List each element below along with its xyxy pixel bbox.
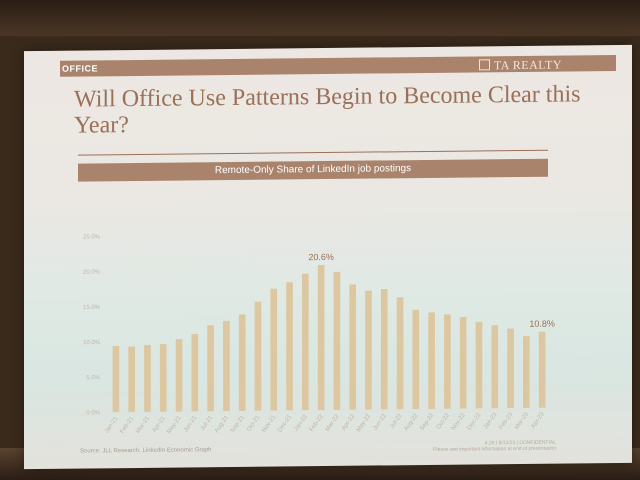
y-tick-label: 25.0%: [83, 234, 101, 240]
bar-Aug-22: [412, 309, 420, 410]
bar-Jul-21: [207, 325, 214, 412]
x-tick-label: Jun-22: [372, 413, 388, 432]
source-note: Source: JLL Research, LinkedIn Economic …: [80, 447, 212, 455]
y-tick-label: 10.0%: [83, 340, 101, 346]
brand-name: TA REALTY: [493, 57, 562, 73]
bar-Nov-22: [459, 317, 467, 409]
x-tick-label: May-21: [166, 415, 183, 435]
bar-Jun-22: [380, 288, 388, 410]
y-tick-label: 0.0%: [86, 410, 100, 416]
presentation-slide: OFFICE TA REALTY Will Office Use Pattern…: [24, 44, 632, 470]
x-tick-label: Feb-23: [498, 411, 514, 431]
bar-Jul-22: [396, 297, 404, 410]
x-tick-label: Jan-23: [483, 411, 499, 430]
bar-Oct-21: [254, 301, 262, 411]
footer-note: #.28 | 8/13/23 | CONFIDENTIAL Please see…: [433, 440, 556, 453]
title-rule: [78, 149, 548, 156]
bar-Mar-21: [144, 344, 151, 412]
bar-Apr-22: [349, 284, 356, 410]
x-tick-label: Jan-22: [294, 413, 310, 432]
bar-Sep-21: [238, 314, 246, 411]
bar-Feb-22: [317, 265, 325, 411]
bar-Nov-21: [270, 288, 278, 411]
bar-Feb-23: [507, 328, 514, 409]
data-label: 20.6%: [308, 252, 334, 262]
bar-Jan-22: [302, 273, 309, 411]
background-top: [0, 0, 640, 36]
brand-square-icon: [478, 59, 490, 71]
y-tick-label: 20.0%: [83, 270, 101, 276]
x-tick-label: Aug-21: [214, 414, 230, 434]
bar-chart: 0.0% 5.0% 10.0% 15.0% 20.0% 25.0% Jan-21 Feb-21…: [83, 234, 555, 435]
x-tick-label: Mar-23: [514, 411, 530, 431]
x-tick-label: Jul-21: [200, 414, 215, 431]
y-tick-label: 5.0%: [86, 375, 100, 381]
slide-title: Will Office Use Patterns Begin to Become…: [74, 81, 581, 139]
x-tick-label: Jun-21: [183, 415, 199, 434]
bar-Apr-21: [159, 344, 167, 412]
x-tick-label: Feb-22: [309, 413, 325, 433]
x-tick-label: Aug-22: [403, 412, 419, 432]
footer-line-2: Please see important information at end …: [433, 445, 556, 453]
x-tick-label: Apr-23: [530, 411, 546, 430]
bar-Aug-21: [223, 320, 230, 412]
bar-Jun-21: [191, 333, 199, 412]
x-tick-label: Jan-21: [104, 415, 120, 434]
x-tick-label: Dec-22: [467, 412, 483, 432]
bar-Jan-21: [112, 346, 120, 413]
x-tick-label: Sep-22: [419, 412, 435, 432]
data-label: 10.8%: [529, 319, 555, 329]
bar-May-22: [365, 290, 372, 410]
x-tick-label: Apr-22: [341, 413, 357, 432]
x-tick-label: Oct-21: [246, 414, 262, 433]
x-tick-label: Feb-21: [119, 415, 135, 435]
bar-Oct-22: [444, 314, 451, 409]
bar-Jan-23: [491, 325, 499, 409]
x-tick-label: Nov-21: [261, 414, 277, 434]
bar-Dec-22: [475, 321, 483, 409]
x-tick-label: Sep-21: [230, 414, 246, 434]
bar-Mar-23: [523, 336, 530, 408]
x-tick-label: May-22: [356, 413, 373, 433]
bar-Mar-22: [333, 271, 341, 410]
section-label: OFFICE: [62, 63, 98, 74]
x-tick-label: Jul-22: [389, 412, 404, 429]
x-tick-label: Nov-22: [451, 412, 467, 432]
x-tick-label: Apr-21: [152, 415, 168, 434]
bar-May-21: [175, 339, 183, 412]
bar-Feb-21: [128, 346, 135, 413]
x-tick-label: Mar-21: [135, 415, 151, 435]
bar-Apr-23: [538, 331, 546, 408]
brand-logo: TA REALTY: [478, 57, 562, 74]
x-tick-label: Dec-21: [277, 414, 293, 434]
x-tick-label: Oct-22: [436, 412, 452, 431]
bar-Dec-21: [286, 282, 293, 411]
bar-Sep-22: [428, 312, 435, 409]
x-tick-label: Mar-22: [325, 413, 341, 433]
y-tick-label: 15.0%: [83, 305, 101, 311]
